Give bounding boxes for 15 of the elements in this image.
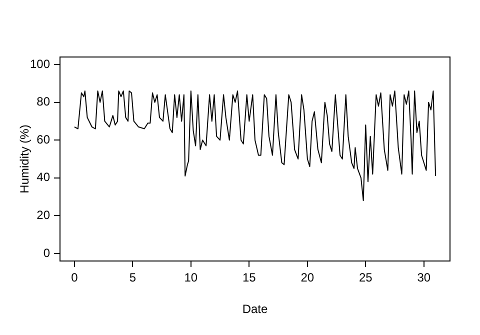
y-tick-label: 40 <box>36 170 50 184</box>
y-tick-label: 60 <box>36 132 50 146</box>
y-tick-label: 0 <box>43 246 50 260</box>
y-tick-label: 80 <box>36 94 50 109</box>
x-tick-label: 10 <box>184 270 198 285</box>
x-tick-label: 30 <box>417 270 431 285</box>
x-tick-label: 5 <box>129 270 136 285</box>
x-tick-label: 0 <box>71 270 78 285</box>
y-tick-label: 20 <box>36 208 50 222</box>
y-axis-title: Humidity (%) <box>18 124 32 194</box>
x-tick-label: 20 <box>300 270 314 285</box>
y-tick-label: 100 <box>30 56 50 71</box>
x-tick-label: 15 <box>242 270 256 285</box>
x-axis-title: Date <box>242 302 268 316</box>
x-tick-label: 25 <box>358 270 373 285</box>
